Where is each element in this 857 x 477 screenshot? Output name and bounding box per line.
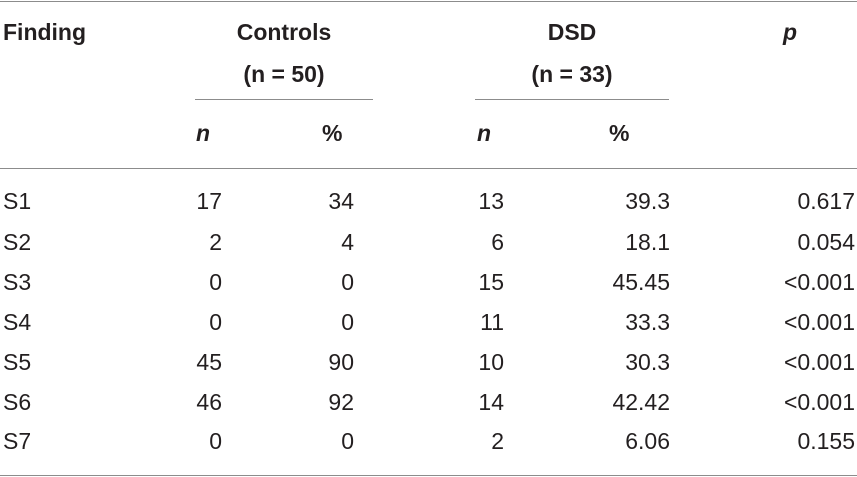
dsd-sample-size-text: (n = 33) bbox=[531, 61, 613, 87]
cell-p-value: <0.001 bbox=[784, 309, 855, 335]
header-controls-percent: % bbox=[322, 120, 343, 146]
cell-dsd-percent: 42.42 bbox=[612, 389, 670, 415]
cell-controls-n: 45 bbox=[196, 349, 222, 375]
table-row: S4 0 0 11 33.3 <0.001 bbox=[0, 308, 857, 347]
cell-controls-percent: 90 bbox=[328, 349, 354, 375]
dsd-group-rule bbox=[475, 99, 669, 100]
cell-controls-n: 0 bbox=[209, 309, 222, 335]
cell-controls-percent: 0 bbox=[341, 269, 354, 295]
table-row: S2 2 4 6 18.1 0.054 bbox=[0, 228, 857, 267]
cell-dsd-n: 2 bbox=[491, 428, 504, 454]
cell-controls-n: 0 bbox=[209, 269, 222, 295]
controls-group-rule bbox=[195, 99, 373, 100]
cell-p-value: 0.155 bbox=[797, 428, 855, 454]
cell-dsd-percent: 6.06 bbox=[625, 428, 670, 454]
cell-dsd-percent: 39.3 bbox=[625, 188, 670, 214]
table-top-rule bbox=[0, 1, 857, 2]
table-row: S3 0 0 15 45.45 <0.001 bbox=[0, 268, 857, 307]
cell-dsd-n: 13 bbox=[478, 188, 504, 214]
cell-controls-percent: 0 bbox=[341, 428, 354, 454]
table-row: S1 17 34 13 39.3 0.617 bbox=[0, 187, 857, 226]
cell-controls-n: 46 bbox=[196, 389, 222, 415]
cell-dsd-n: 15 bbox=[478, 269, 504, 295]
cell-finding: S6 bbox=[3, 389, 32, 415]
cell-dsd-percent: 45.45 bbox=[612, 269, 670, 295]
header-p-value: p bbox=[782, 19, 798, 45]
table-row: S6 46 92 14 42.42 <0.001 bbox=[0, 388, 857, 427]
cell-p-value: <0.001 bbox=[784, 269, 855, 295]
header-bottom-rule bbox=[0, 168, 857, 169]
header-dsd-percent: % bbox=[609, 120, 630, 146]
cell-controls-percent: 92 bbox=[328, 389, 354, 415]
cell-dsd-percent: 30.3 bbox=[625, 349, 670, 375]
controls-sample-size-text: (n = 50) bbox=[243, 61, 325, 87]
cell-p-value: 0.054 bbox=[797, 229, 855, 255]
header-dsd-n: n bbox=[477, 120, 492, 146]
table-row: S7 0 0 2 6.06 0.155 bbox=[0, 427, 857, 466]
header-controls-sample-size: (n = 50) bbox=[195, 60, 373, 88]
cell-dsd-n: 6 bbox=[491, 229, 504, 255]
cell-p-value: <0.001 bbox=[784, 349, 855, 375]
cell-finding: S7 bbox=[3, 428, 32, 454]
cell-dsd-n: 14 bbox=[478, 389, 504, 415]
cell-dsd-n: 10 bbox=[478, 349, 504, 375]
cell-controls-percent: 4 bbox=[341, 229, 354, 255]
cell-p-value: 0.617 bbox=[797, 188, 855, 214]
header-dsd-sample-size: (n = 33) bbox=[475, 60, 669, 88]
cell-controls-n: 0 bbox=[209, 428, 222, 454]
header-controls-n: n bbox=[196, 120, 211, 146]
cell-finding: S5 bbox=[3, 349, 32, 375]
cell-finding: S1 bbox=[3, 188, 32, 214]
cell-controls-n: 2 bbox=[209, 229, 222, 255]
cell-dsd-percent: 18.1 bbox=[625, 229, 670, 255]
cell-controls-percent: 34 bbox=[328, 188, 354, 214]
cell-finding: S4 bbox=[3, 309, 32, 335]
cell-finding: S3 bbox=[3, 269, 32, 295]
cell-controls-n: 17 bbox=[196, 188, 222, 214]
table-bottom-rule bbox=[0, 475, 857, 476]
cell-dsd-n: 11 bbox=[480, 309, 504, 335]
cell-finding: S2 bbox=[3, 229, 32, 255]
header-dsd: DSD bbox=[547, 19, 597, 45]
cell-dsd-percent: 33.3 bbox=[625, 309, 670, 335]
cell-p-value: <0.001 bbox=[784, 389, 855, 415]
cell-controls-percent: 0 bbox=[341, 309, 354, 335]
header-controls: Controls bbox=[236, 19, 332, 45]
header-finding: Finding bbox=[3, 19, 87, 45]
table-row: S5 45 90 10 30.3 <0.001 bbox=[0, 348, 857, 387]
